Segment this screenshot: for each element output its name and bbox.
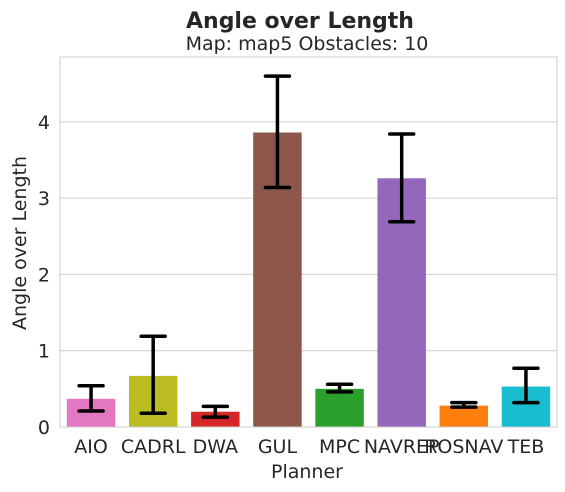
bar-rosnav <box>439 405 489 427</box>
y-tick-label: 3 <box>38 188 50 210</box>
y-tick-labels: 0 1 2 3 4 <box>38 112 50 439</box>
y-tick-label: 4 <box>38 112 50 134</box>
x-tick-label-teb: TEB <box>507 436 545 458</box>
y-tick-label: 0 <box>38 417 50 439</box>
x-axis-label: Planner <box>271 461 343 483</box>
chart-subtitle: Map: map5 Obstacles: 10 <box>186 33 429 55</box>
y-tick-label: 2 <box>38 264 50 286</box>
bar-mpc <box>315 388 364 427</box>
y-tick-label: 1 <box>38 341 50 363</box>
x-tick-label-cadrl: CADRL <box>121 436 186 458</box>
x-tick-label-gul: GUL <box>258 436 298 458</box>
x-tick-label-aio: AIO <box>74 436 108 458</box>
x-tick-label-navrep: NAVREP <box>364 436 440 458</box>
chart-title: Angle over Length <box>186 9 414 34</box>
y-axis-label: Angle over Length <box>9 156 31 330</box>
x-tick-label-dwa: DWA <box>193 436 238 458</box>
x-tick-label-rosnav: ROSNAV <box>424 436 503 458</box>
bars <box>66 132 551 428</box>
x-tick-label-mpc: MPC <box>319 436 360 458</box>
plot-frame <box>59 56 558 428</box>
error-bars <box>77 74 540 419</box>
